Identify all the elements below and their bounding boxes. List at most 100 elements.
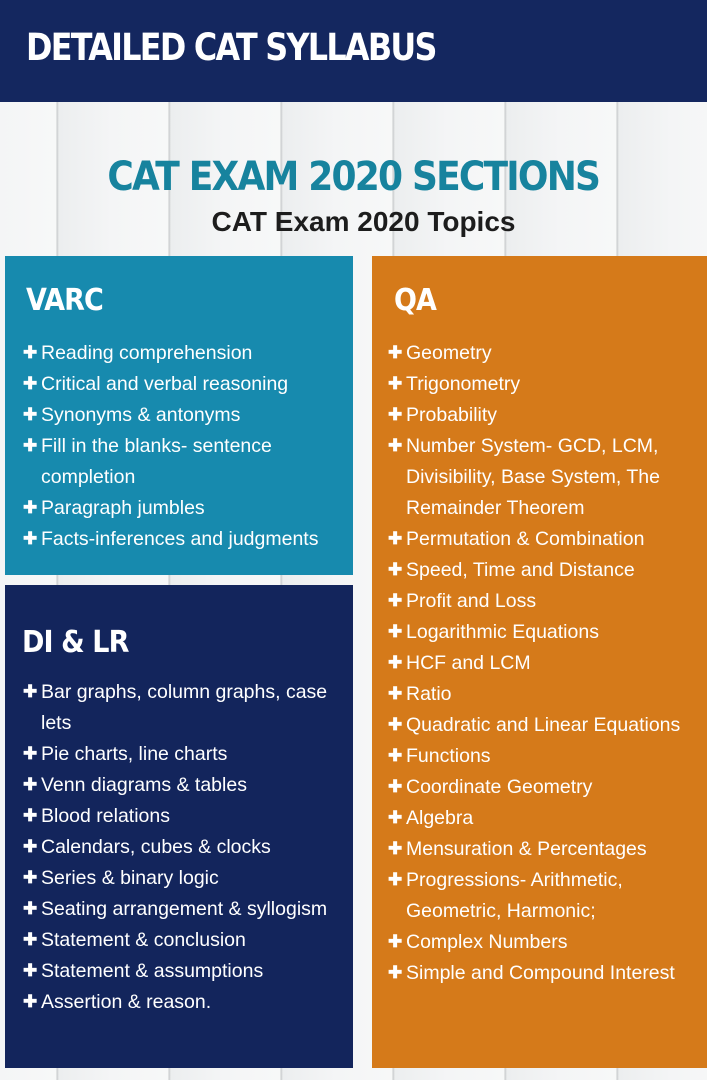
topic-text: Number System- GCD, LCM, Divisibility, B… [406,435,660,519]
topic-item: ✚ Functions [388,741,706,772]
topic-item: ✚ Logarithmic Equations [388,617,706,648]
plus-bullet-icon: ✚ [388,560,403,579]
plus-bullet-icon: ✚ [23,899,38,918]
topic-item: ✚ Synonyms & antonyms [23,400,349,431]
header-banner: DETAILED CAT SYLLABUS [0,0,707,102]
topic-text: Logarithmic Equations [406,621,599,643]
topic-text: Statement & assumptions [41,960,264,982]
topic-item: ✚ Statement & conclusion [23,925,349,956]
plus-bullet-icon: ✚ [388,684,403,703]
topic-item: ✚ Facts-inferences and judgments [23,524,349,555]
topic-text: Blood relations [41,805,170,827]
varc-panel: VARC ✚ Reading comprehension ✚ Critical and… [5,256,353,575]
topic-item: ✚ Pie charts, line charts [23,739,349,770]
topic-text: Quadratic and Linear Equations [406,714,681,736]
topic-text: Algebra [406,807,474,829]
topic-text: Probability [406,404,498,426]
plus-bullet-icon: ✚ [388,839,403,858]
topic-text: Permutation & Combination [406,528,645,550]
plus-bullet-icon: ✚ [388,870,403,889]
dilr-panel: DI & LR ✚ Bar graphs, column graphs, case… [5,585,353,1068]
topic-text: Venn diagrams & tables [41,774,247,796]
topic-text: Critical and verbal reasoning [41,373,289,395]
sections-subtitle: CAT EXAM 2020 SECTIONS [0,154,707,200]
topics-heading: CAT Exam 2020 Topics [211,206,516,237]
topic-item: ✚ Geometry [388,338,706,369]
topic-item: ✚ Venn diagrams & tables [23,770,349,801]
topic-item: ✚ Permutation & Combination [388,524,706,555]
topic-text: Pie charts, line charts [41,743,228,765]
topic-item: ✚ Ratio [388,679,706,710]
varc-heading: VARC [26,283,104,318]
topic-item: ✚ Statement & assumptions [23,956,349,987]
plus-bullet-icon: ✚ [23,806,38,825]
topic-text: Reading comprehension [41,342,253,364]
topic-text: Mensuration & Percentages [406,838,647,860]
plus-bullet-icon: ✚ [23,343,38,362]
plus-bullet-icon: ✚ [388,777,403,796]
topic-item: ✚ Algebra [388,803,706,834]
topic-item: ✚ Paragraph jumbles [23,493,349,524]
topic-text: Ratio [406,683,452,705]
topic-item: ✚ Progressions- Arithmetic, Geometric, Ha… [388,865,706,927]
plus-bullet-icon: ✚ [388,591,403,610]
dilr-topic-list: ✚ Bar graphs, column graphs, case lets ✚ Pi… [23,677,349,1018]
dilr-heading: DI & LR [22,625,129,660]
topic-text: Paragraph jumbles [41,497,205,519]
topic-text: Profit and Loss [406,590,537,612]
topic-text: Complex Numbers [406,931,568,953]
topic-item: ✚ Calendars, cubes & clocks [23,832,349,863]
plus-bullet-icon: ✚ [23,682,38,701]
topic-item: ✚ Complex Numbers [388,927,706,958]
plus-bullet-icon: ✚ [388,746,403,765]
topic-item: ✚ Speed, Time and Distance [388,555,706,586]
topic-item: ✚ Fill in the blanks- sentence completion [23,431,349,493]
topic-text: Calendars, cubes & clocks [41,836,271,858]
topic-item: ✚ Probability [388,400,706,431]
topic-text: Speed, Time and Distance [406,559,635,581]
topic-text: Facts-inferences and judgments [41,528,319,550]
topic-item: ✚ Series & binary logic [23,863,349,894]
topic-item: ✚ Profit and Loss [388,586,706,617]
plus-bullet-icon: ✚ [23,992,38,1011]
plus-bullet-icon: ✚ [23,961,38,980]
topic-text: Trigonometry [406,373,521,395]
topic-item: ✚ Number System- GCD, LCM, Divisibility, … [388,431,706,524]
plus-bullet-icon: ✚ [388,715,403,734]
plus-bullet-icon: ✚ [388,653,403,672]
varc-topic-list: ✚ Reading comprehension ✚ Critical and verb… [23,338,349,555]
topic-text: Geometry [406,342,492,364]
topic-item: ✚ Critical and verbal reasoning [23,369,349,400]
plus-bullet-icon: ✚ [388,963,403,982]
topic-item: ✚ Mensuration & Percentages [388,834,706,865]
topic-text: Series & binary logic [41,867,219,889]
topic-text: Coordinate Geometry [406,776,593,798]
plus-bullet-icon: ✚ [388,808,403,827]
topic-text: Bar graphs, column graphs, case lets [41,681,328,734]
topic-item: ✚ Coordinate Geometry [388,772,706,803]
sections-subtitle-text: CAT EXAM 2020 SECTIONS [107,154,602,200]
topic-item: ✚ Trigonometry [388,369,706,400]
topic-text: Seating arrangement & syllogism [41,898,328,920]
topic-text: Simple and Compound Interest [406,962,675,984]
plus-bullet-icon: ✚ [23,837,38,856]
plus-bullet-icon: ✚ [23,405,38,424]
plus-bullet-icon: ✚ [23,775,38,794]
qa-heading: QA [394,283,437,318]
plus-bullet-icon: ✚ [388,529,403,548]
topic-item: ✚ Simple and Compound Interest [388,958,706,989]
topic-text: Progressions- Arithmetic, Geometric, Har… [406,869,623,922]
plus-bullet-icon: ✚ [388,343,403,362]
topic-text: Synonyms & antonyms [41,404,241,426]
topic-item: ✚ Bar graphs, column graphs, case lets [23,677,349,739]
topic-item: ✚ Quadratic and Linear Equations [388,710,706,741]
plus-bullet-icon: ✚ [388,436,403,455]
plus-bullet-icon: ✚ [388,622,403,641]
topic-text: Assertion & reason. [41,991,212,1013]
plus-bullet-icon: ✚ [388,374,403,393]
topic-item: ✚ Blood relations [23,801,349,832]
qa-panel: QA ✚ Geometry ✚ Trigonometry ✚ Probability ✚ Nu… [372,256,707,1068]
plus-bullet-icon: ✚ [23,868,38,887]
plus-bullet-icon: ✚ [23,930,38,949]
qa-topic-list: ✚ Geometry ✚ Trigonometry ✚ Probability ✚ Numbe… [388,338,706,989]
